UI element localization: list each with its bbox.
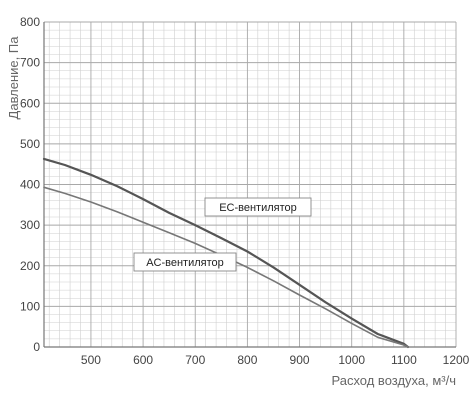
- y-tick-label: 500: [20, 137, 40, 151]
- x-tick-label: 600: [133, 353, 153, 367]
- y-tick-label: 100: [20, 299, 40, 313]
- x-tick-label: 800: [237, 353, 257, 367]
- y-tick-label: 600: [20, 96, 40, 110]
- y-tick-label: 300: [20, 218, 40, 232]
- tick-labels: 0 100 200 300 400 500 600 700 800 500 600 700 800 900…: [20, 15, 470, 367]
- y-tick-label: 800: [20, 15, 40, 29]
- ec-fan-label: EC-вентилятор: [219, 202, 297, 214]
- series-labels: EC-вентилятор AC-вентилятор: [133, 197, 312, 272]
- x-tick-label: 500: [81, 353, 101, 367]
- y-tick-label: 0: [33, 340, 40, 354]
- x-tick-label: 900: [290, 353, 310, 367]
- y-tick-label: 400: [20, 178, 40, 192]
- x-tick-label: 700: [185, 353, 205, 367]
- x-tick-label: 1200: [443, 353, 470, 367]
- y-tick-label: 200: [20, 259, 40, 273]
- axes: [43, 22, 456, 348]
- ac-fan-label: AC-вентилятор: [146, 257, 224, 269]
- y-axis-title: Давление, Па: [6, 36, 21, 120]
- x-axis-title: Расход воздуха, м³/ч: [331, 373, 456, 388]
- ec-fan-label-box: [204, 197, 312, 217]
- x-tick-label: 1000: [338, 353, 365, 367]
- ec-fan-curve: [42, 157, 410, 349]
- ac-fan-label-box: [133, 252, 237, 272]
- x-tick-label: 1100: [391, 353, 417, 367]
- y-tick-label: 700: [20, 56, 40, 70]
